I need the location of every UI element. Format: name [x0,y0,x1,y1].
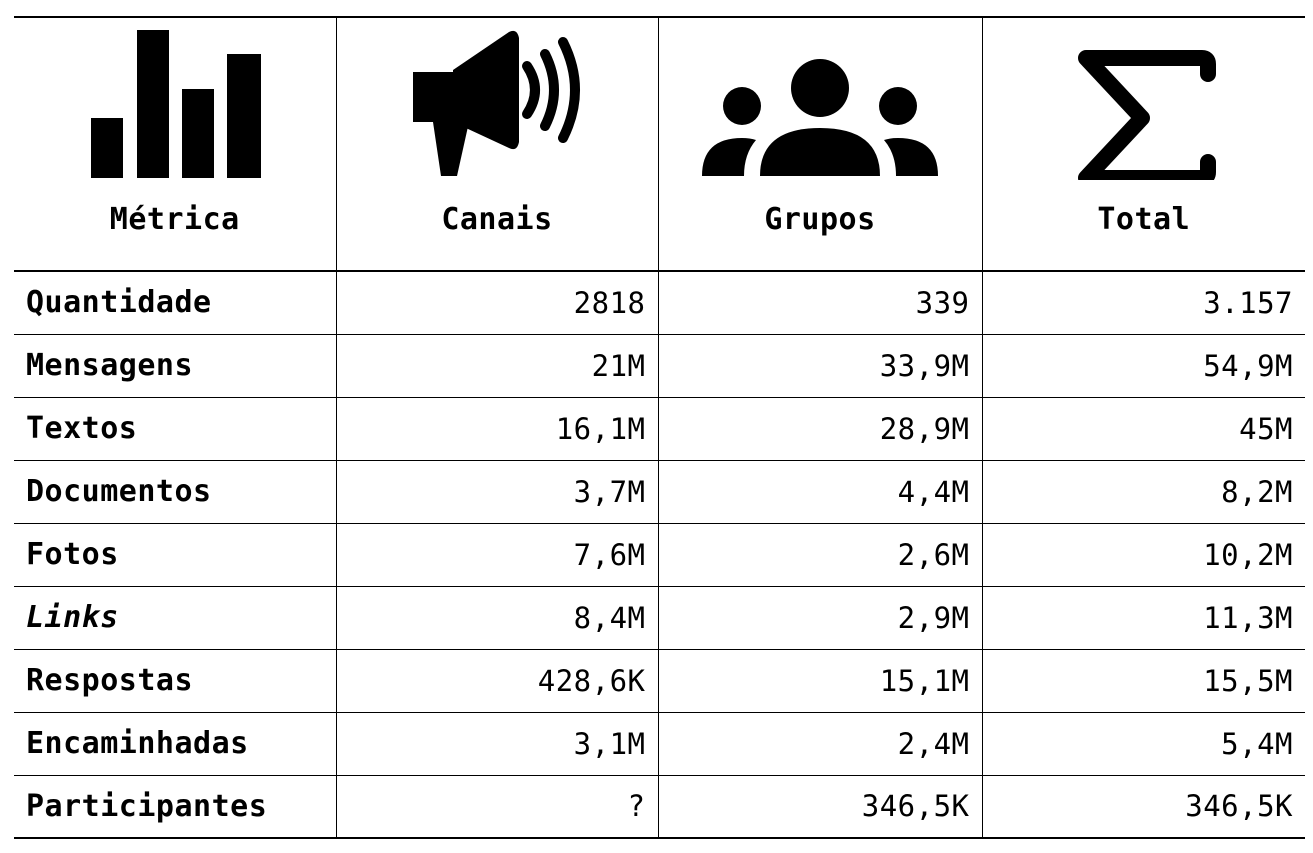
sigma-icon [1077,50,1216,180]
total-value: 15,5M [981,649,1305,712]
channels-value: ? [335,775,658,838]
channels-value: 3,1M [335,712,658,775]
table-row: Participantes ? 346,5K 346,5K [14,775,1305,838]
groups-value: 2,9M [657,586,982,649]
groups-value: 339 [657,271,982,334]
table-row: Mensagens 21M 33,9M 54,9M [14,334,1305,397]
channels-value: 428,6K [335,649,658,712]
total-value: 346,5K [981,775,1305,838]
row-label: Mensagens [26,348,194,383]
table-row: Textos 16,1M 28,9M 45M [14,397,1305,460]
channels-value: 8,4M [335,586,658,649]
header-total-label: Total [1097,202,1191,237]
megaphone-icon [413,30,580,176]
table-row: Quantidade 2818 339 3.157 [14,271,1305,334]
total-value: 3.157 [981,271,1305,334]
metrics-table: Métrica Canais [14,16,1305,839]
row-label: Textos [26,411,138,446]
table-row: Documentos 3,7M 4,4M 8,2M [14,460,1305,523]
group-people-icon [702,59,938,176]
header-metric: Métrica [14,17,336,271]
header-channels-label: Canais [441,202,553,237]
channels-value: 16,1M [335,397,658,460]
bar-chart-icon [90,30,261,178]
header-channels: Canais [335,17,658,271]
groups-value: 2,6M [657,523,982,586]
table-row: Fotos 7,6M 2,6M 10,2M [14,523,1305,586]
channels-value: 2818 [335,271,658,334]
total-value: 45M [981,397,1305,460]
total-value: 8,2M [981,460,1305,523]
channels-value: 21M [335,334,658,397]
row-label: Respostas [26,663,194,698]
groups-value: 33,9M [657,334,982,397]
total-value: 54,9M [981,334,1305,397]
row-label: Links [26,600,119,635]
groups-value: 15,1M [657,649,982,712]
header-metric-label: Métrica [109,202,240,237]
table-row: Encaminhadas 3,1M 2,4M 5,4M [14,712,1305,775]
row-label: Fotos [26,537,119,572]
row-label: Quantidade [26,285,212,321]
header-groups-label: Grupos [764,202,876,237]
channels-value: 3,7M [335,460,658,523]
groups-value: 346,5K [657,775,982,838]
total-value: 11,3M [981,586,1305,649]
header-total: Total [981,17,1305,271]
groups-value: 4,4M [657,460,982,523]
row-label: Documentos [26,474,212,509]
row-label: Participantes [26,788,268,824]
table-header-row: Métrica Canais [14,17,1305,271]
groups-value: 2,4M [657,712,982,775]
header-groups: Grupos [657,17,982,271]
channels-value: 7,6M [335,523,658,586]
groups-value: 28,9M [657,397,982,460]
table-row: Respostas 428,6K 15,1M 15,5M [14,649,1305,712]
row-label: Encaminhadas [26,726,249,761]
table-row: Links 8,4M 2,9M 11,3M [14,586,1305,649]
total-value: 5,4M [981,712,1305,775]
total-value: 10,2M [981,523,1305,586]
